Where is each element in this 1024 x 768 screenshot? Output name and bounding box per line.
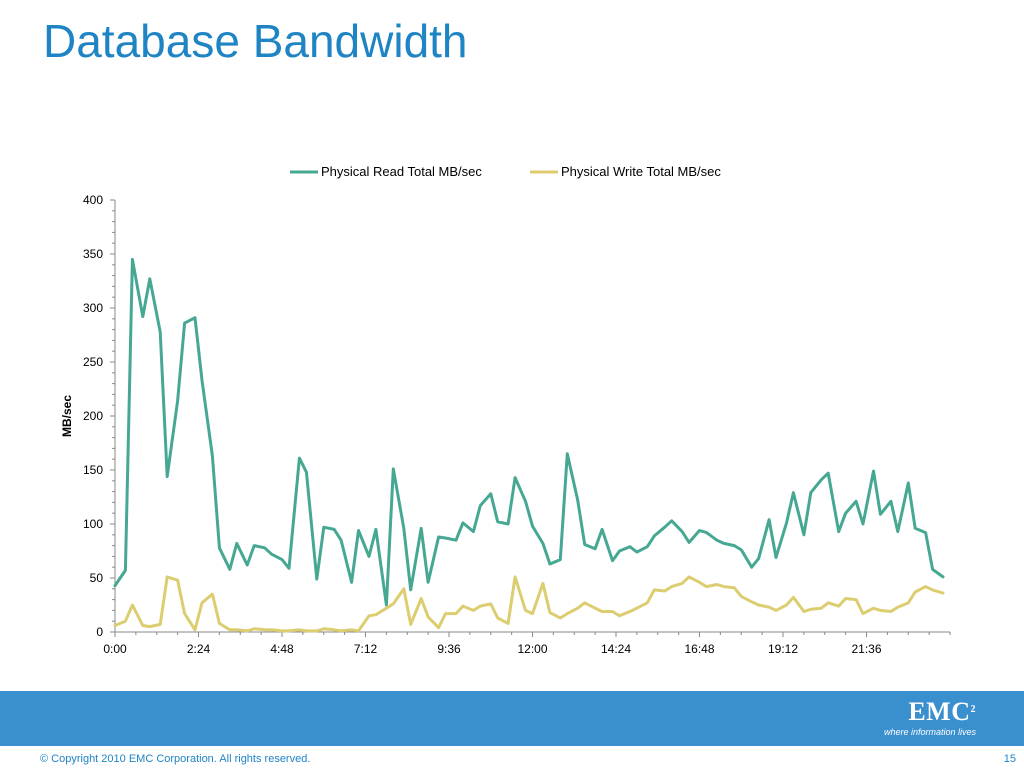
- bandwidth-chart: Physical Read Total MB/sec Physical Write…: [60, 164, 951, 656]
- x-tick-label: 2:24: [187, 642, 211, 656]
- y-tick-label: 300: [83, 301, 103, 315]
- y-tick-label: 150: [83, 463, 103, 477]
- footer-band: EMC2 where information lives: [0, 691, 1024, 746]
- x-tick-label: 7:12: [354, 642, 378, 656]
- chart-axes: 0 50 100 150 200 250 300 350 400 0:00 2:24 4:48 7:12…: [60, 193, 951, 656]
- y-tick-label: 200: [83, 409, 103, 423]
- logo-superscript: 2: [970, 704, 976, 715]
- chart-legend: Physical Read Total MB/sec Physical Write…: [290, 164, 721, 179]
- page-number: 15: [1003, 753, 1016, 765]
- x-tick-label: 14:24: [601, 642, 631, 656]
- series-line-physical-write: [113, 575, 945, 633]
- y-axis-label: MB/sec: [60, 395, 74, 437]
- y-tick-label: 100: [83, 517, 103, 531]
- x-tick-label: 9:36: [437, 642, 461, 656]
- y-tick-label: 0: [96, 625, 103, 639]
- x-tick-label: 16:48: [684, 642, 714, 656]
- x-tick-label: 12:00: [517, 642, 547, 656]
- x-tick-label: 21:36: [851, 642, 881, 656]
- y-tick-label: 350: [83, 247, 103, 261]
- copyright-notice: © Copyright 2010 EMC Corporation. All ri…: [40, 753, 311, 765]
- series-line-physical-read: [113, 257, 945, 607]
- logo-brand: EMC2: [908, 697, 976, 726]
- emc-logo: EMC2 where information lives: [884, 697, 976, 737]
- logo-tagline: where information lives: [883, 727, 976, 737]
- x-tick-label: 0:00: [103, 642, 127, 656]
- x-tick-label: 4:48: [270, 642, 294, 656]
- legend-label: Physical Read Total MB/sec: [321, 164, 482, 179]
- legend-label: Physical Write Total MB/sec: [561, 164, 721, 179]
- chart-series: [113, 257, 945, 633]
- y-tick-label: 50: [90, 571, 104, 585]
- x-tick-label: 19:12: [768, 642, 798, 656]
- page-title: Database Bandwidth: [43, 15, 468, 67]
- y-tick-label: 400: [83, 193, 103, 207]
- y-tick-label: 250: [83, 355, 103, 369]
